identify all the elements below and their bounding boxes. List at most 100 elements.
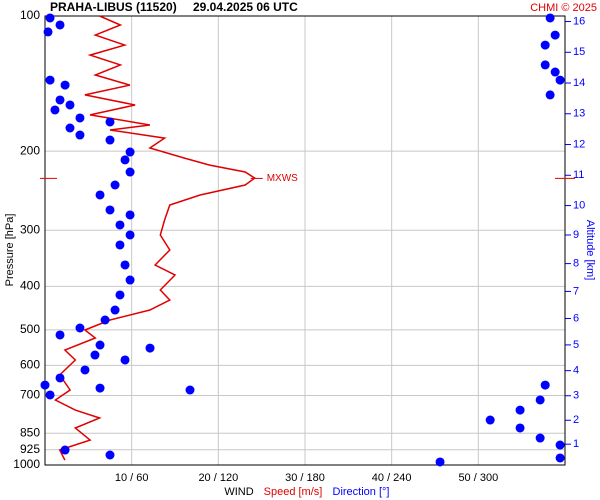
direction-point <box>60 445 70 455</box>
y2-tick-label: 12 <box>573 138 585 150</box>
direction-point <box>125 147 135 157</box>
direction-point <box>125 230 135 240</box>
direction-point <box>55 20 65 30</box>
direction-point <box>125 275 135 285</box>
chart-subtitle: 29.04.2025 06 UTC <box>193 0 298 14</box>
direction-point <box>43 27 53 37</box>
x-tick-label: 10 / 60 <box>115 472 149 484</box>
x-tick-label: 50 / 300 <box>458 472 498 484</box>
direction-point <box>75 323 85 333</box>
direction-point <box>105 205 115 215</box>
direction-point <box>105 450 115 460</box>
direction-point <box>95 340 105 350</box>
y2-tick-label: 13 <box>573 108 585 120</box>
direction-point <box>105 117 115 127</box>
direction-point <box>535 395 545 405</box>
direction-point <box>515 405 525 415</box>
direction-point <box>485 415 495 425</box>
y-tick-label: 1000 <box>13 457 40 471</box>
direction-point <box>55 95 65 105</box>
direction-point <box>125 210 135 220</box>
y2-tick-label: 8 <box>573 258 579 270</box>
direction-point <box>145 343 155 353</box>
direction-point <box>90 350 100 360</box>
y2-tick-label: 2 <box>573 414 579 426</box>
y-axis-label: Pressure [hPa] <box>4 214 16 287</box>
y2-tick-label: 11 <box>573 169 584 181</box>
y2-tick-label: 15 <box>573 46 585 58</box>
direction-point <box>95 383 105 393</box>
annotation: MXWS <box>267 173 298 184</box>
direction-point <box>545 90 555 100</box>
direction-point <box>545 13 555 23</box>
y2-tick-label: 6 <box>573 312 579 324</box>
y-tick-label: 100 <box>20 8 40 22</box>
direction-point <box>540 60 550 70</box>
y2-tick-label: 10 <box>573 199 585 211</box>
direction-point <box>120 355 130 365</box>
chart-title: PRAHA-LIBUS (11520) <box>50 0 177 14</box>
y-tick-label: 600 <box>20 358 40 372</box>
y2-tick-label: 1 <box>573 438 579 450</box>
direction-point <box>555 75 565 85</box>
direction-point <box>45 75 55 85</box>
direction-point <box>125 167 135 177</box>
direction-point <box>540 380 550 390</box>
direction-point <box>75 113 85 123</box>
y2-tick-label: 4 <box>573 365 579 377</box>
y-tick-label: 500 <box>20 322 40 336</box>
x-axis-label: WIND <box>224 486 253 498</box>
direction-point <box>115 240 125 250</box>
y2-tick-label: 16 <box>573 15 585 27</box>
y2-tick-label: 9 <box>573 229 579 241</box>
direction-point <box>555 453 565 463</box>
direction-point <box>120 155 130 165</box>
direction-point <box>80 365 90 375</box>
credit: CHMI © 2025 <box>530 2 597 14</box>
direction-point <box>550 30 560 40</box>
y2-tick-label: 3 <box>573 390 579 402</box>
y2-tick-label: 14 <box>573 77 585 89</box>
y-tick-label: 300 <box>20 222 40 236</box>
direction-point <box>40 380 50 390</box>
direction-point <box>110 305 120 315</box>
y-tick-label: 400 <box>20 278 40 292</box>
direction-point <box>115 220 125 230</box>
direction-point <box>535 433 545 443</box>
direction-point <box>60 80 70 90</box>
direction-point <box>50 105 60 115</box>
direction-point <box>75 130 85 140</box>
direction-point <box>515 423 525 433</box>
direction-point <box>540 40 550 50</box>
direction-point <box>105 135 115 145</box>
direction-point <box>65 123 75 133</box>
plot-frame <box>44 15 566 466</box>
direction-point <box>110 180 120 190</box>
direction-point <box>115 290 125 300</box>
direction-point <box>55 373 65 383</box>
direction-point <box>435 457 445 467</box>
y-tick-label: 200 <box>20 143 40 157</box>
direction-point <box>65 100 75 110</box>
direction-point <box>45 13 55 23</box>
y2-tick-label: 7 <box>573 285 579 297</box>
direction-point <box>55 330 65 340</box>
direction-point <box>95 190 105 200</box>
direction-point <box>555 440 565 450</box>
legend-entry: Speed [m/s] <box>264 486 323 498</box>
x-tick-label: 40 / 240 <box>372 472 412 484</box>
x-tick-label: 30 / 180 <box>285 472 325 484</box>
speed-line <box>53 15 257 461</box>
y-tick-label: 700 <box>20 388 40 402</box>
direction-point <box>120 260 130 270</box>
direction-point <box>45 390 55 400</box>
y-tick-label: 925 <box>20 442 40 456</box>
y-tick-label: 850 <box>20 425 40 439</box>
x-tick-label: 20 / 120 <box>198 472 238 484</box>
legend-entry: Direction [°] <box>333 486 390 498</box>
direction-point <box>185 385 195 395</box>
y2-axis-label: Altitude [km] <box>584 220 596 281</box>
direction-point <box>550 67 560 77</box>
direction-point <box>100 315 110 325</box>
